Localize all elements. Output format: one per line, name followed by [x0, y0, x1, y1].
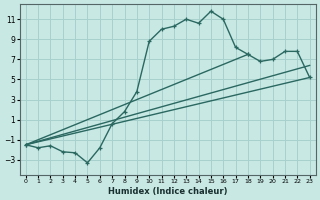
X-axis label: Humidex (Indice chaleur): Humidex (Indice chaleur)	[108, 187, 228, 196]
